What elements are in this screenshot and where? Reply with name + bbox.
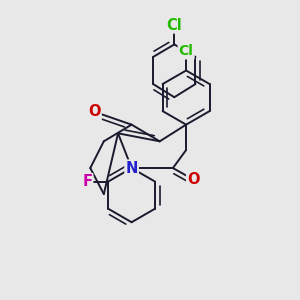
Text: F: F: [82, 174, 92, 189]
Text: O: O: [187, 172, 200, 187]
Text: O: O: [88, 104, 101, 119]
Text: Cl: Cl: [179, 44, 194, 58]
Text: Cl: Cl: [167, 17, 182, 32]
Text: N: N: [125, 160, 138, 175]
